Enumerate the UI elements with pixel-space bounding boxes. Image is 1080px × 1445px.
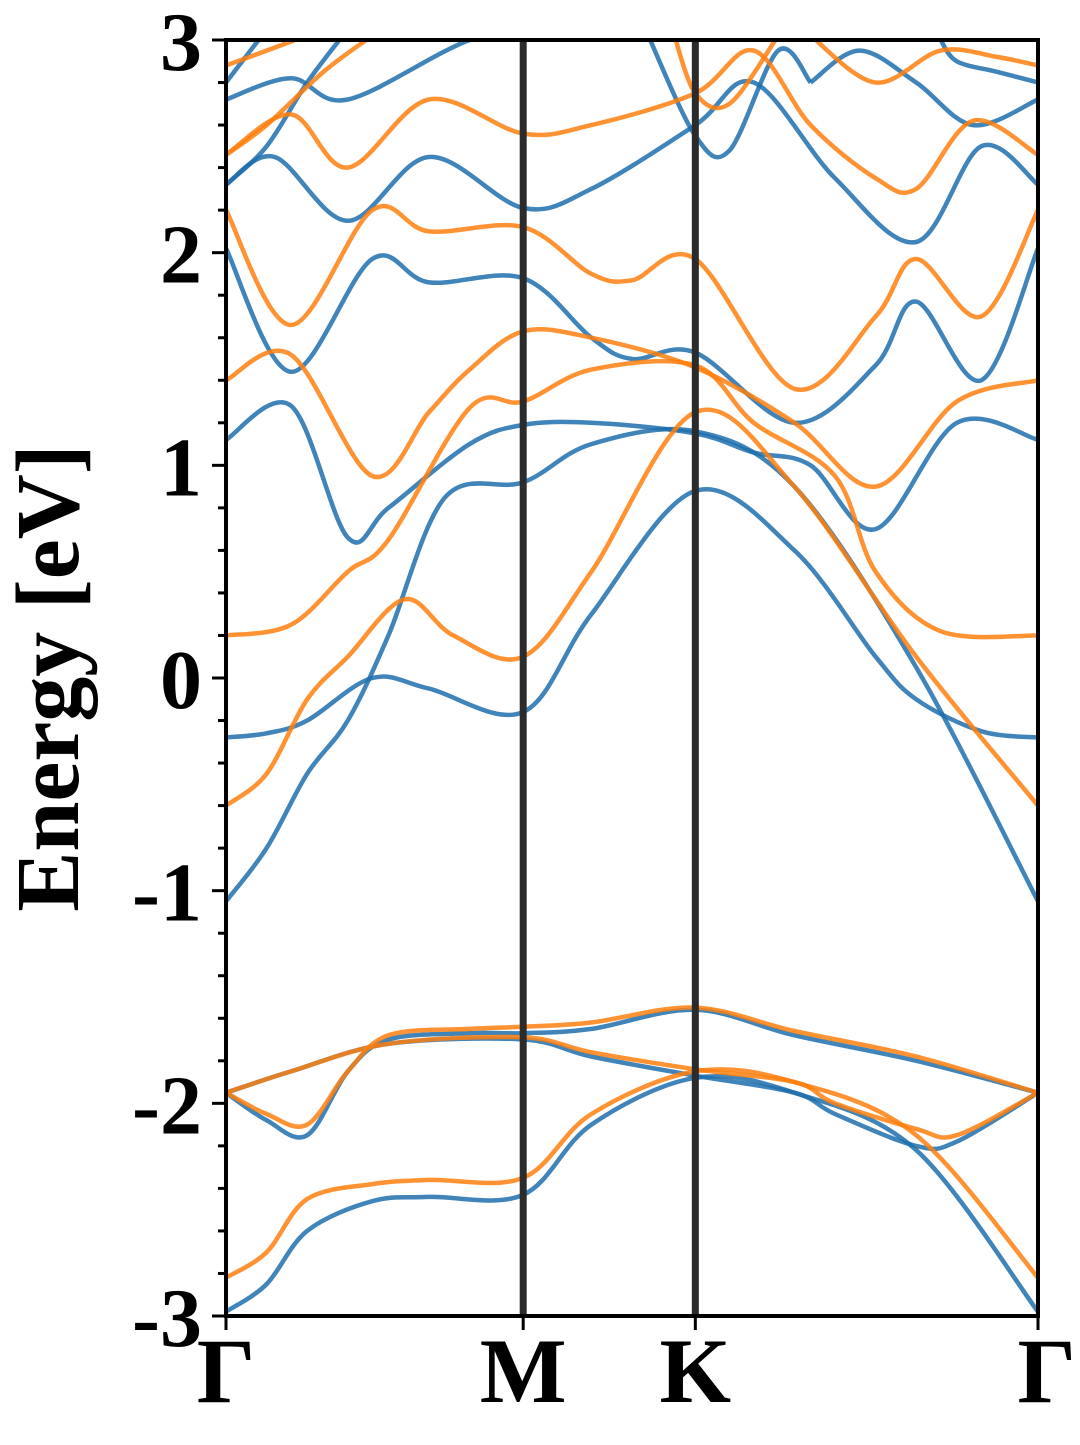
y-tick-label: 3 (160, 0, 202, 89)
spin-down-band-14 (226, 1067, 1038, 1280)
y-axis-ticks: -3 -2 -1 0 1 2 3 (132, 0, 226, 1365)
spin-up-band-8 (226, 40, 477, 103)
y-tick-label: -2 (132, 1059, 202, 1152)
y-tick-label: 1 (160, 421, 202, 514)
kpoint-label-0: Γ (197, 1320, 256, 1422)
spin-down-band-22 (226, 40, 302, 68)
y-tick-label: 0 (160, 634, 202, 727)
y-tick-label: -3 (132, 1272, 202, 1365)
spin-down-band-19 (226, 327, 1038, 489)
spin-down-band-21 (226, 47, 1038, 195)
plot-frame (224, 38, 1040, 1318)
spin-up-band-9 (226, 40, 343, 187)
spin-up-band-0 (226, 1073, 1038, 1314)
spin-down-band-15 (226, 1005, 1038, 1129)
spin-up-band-5 (226, 400, 1038, 545)
spin-up-band-4 (226, 487, 1038, 740)
spin-up-band-11 (809, 48, 1038, 128)
spin-down-band-20 (226, 203, 1038, 393)
spin-up-band-6 (226, 247, 1038, 426)
spin-down-band-18 (226, 358, 1038, 640)
spin-down-band-23 (226, 40, 371, 157)
spin-down-band-24 (673, 40, 779, 111)
spin-down-band-17 (226, 407, 1038, 808)
y-axis-label: Energy [eV] (0, 444, 98, 911)
y-tick-label: -1 (132, 847, 202, 940)
spin-down-band-25 (812, 40, 1038, 85)
kpoint-label-2: K (660, 1320, 732, 1422)
kpoint-label-1: M (480, 1320, 567, 1422)
spin-down-band-16 (226, 1034, 1038, 1140)
spin-up-band-7 (226, 78, 1038, 245)
y-tick-label: 2 (160, 209, 202, 302)
band-lines-group (226, 40, 1038, 1314)
kpoint-lines-group (519, 40, 699, 1316)
kpoint-label-3: Γ (1017, 1320, 1076, 1422)
